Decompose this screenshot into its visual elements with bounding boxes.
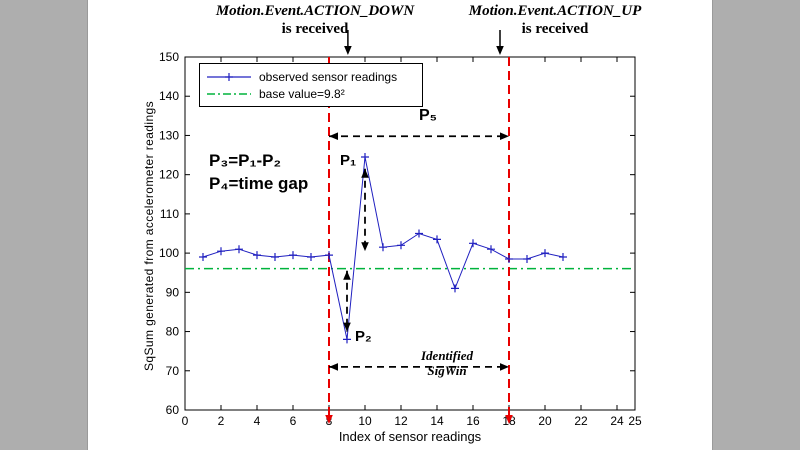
x-tick-label: 24: [610, 414, 624, 428]
y-tick-label: 80: [166, 325, 180, 339]
top-annotation-arrowhead-icon-1: [496, 46, 504, 55]
sigwin-span-arrowhead-icon: [500, 363, 509, 371]
y-tick-label: 110: [160, 207, 179, 221]
y-tick-label: 150: [159, 50, 179, 64]
p2-label: P₂: [355, 328, 372, 345]
action-up-received-text: is received: [521, 21, 589, 37]
y-tick-label: 70: [166, 364, 180, 378]
y-tick-label: 60: [166, 403, 180, 417]
p5-span-arrowhead-icon: [329, 132, 338, 140]
y-tick-label: 100: [159, 246, 179, 260]
sigwin-span-arrowhead-icon: [329, 363, 338, 371]
sigwin-line2: SigWin: [427, 363, 467, 378]
x-axis-label: Index of sensor readings: [338, 429, 482, 444]
legend-item-base-value: base value=9.8²: [206, 87, 416, 101]
p1-label: P₁: [340, 152, 357, 169]
right-gutter: [712, 0, 800, 450]
y-tick-label: 140: [159, 89, 179, 103]
observed-series-plus-markers: [199, 153, 567, 344]
x-tick-label: 16: [466, 414, 480, 428]
sigwin-annotation: Identified SigWin: [400, 348, 494, 378]
p2-depth-arrowhead-icon: [343, 270, 351, 280]
x-tick-label: 6: [290, 414, 297, 428]
y-axis-label: SqSum generated from accelerometer readi…: [142, 101, 156, 371]
left-gutter: [0, 0, 88, 450]
top-annotation-arrowhead-icon-0: [344, 46, 352, 55]
legend-observed-plus-marker-icon: [225, 72, 233, 81]
action-up-marker-line-arrowhead-icon: [505, 415, 513, 424]
p1-height-arrowhead-icon: [361, 168, 369, 178]
x-tick-label: 22: [574, 414, 588, 428]
x-tick-label: 20: [538, 414, 552, 428]
p3-formula: P₃=P₁-P₂: [209, 151, 282, 170]
p4-formula: P₄=time gap: [209, 174, 309, 193]
legend-item-observed: observed sensor readings: [206, 70, 416, 84]
legend-base-label: base value=9.8²: [259, 86, 345, 101]
legend-base-sample-icon: [207, 92, 251, 95]
legend-observed-sample-icon: [207, 72, 251, 81]
p1-height-arrowhead-icon: [361, 242, 369, 252]
x-tick-label: 14: [430, 414, 444, 428]
legend-observed-label: observed sensor readings: [259, 69, 398, 84]
sigwin-line1: Identified: [421, 348, 473, 363]
x-tick-label: 12: [394, 414, 408, 428]
x-tick-label: 0: [182, 414, 189, 428]
action-down-annotation: Motion.Event.ACTION_DOWN is received: [210, 2, 420, 38]
y-tick-label: 90: [166, 285, 180, 299]
x-tick-label: 4: [254, 414, 261, 428]
y-tick-label: 130: [159, 128, 179, 142]
action-up-event-text: Motion.Event.ACTION_UP: [468, 3, 642, 19]
x-tick-label: 2: [218, 414, 225, 428]
action-down-event-text: Motion.Event.ACTION_DOWN: [215, 3, 415, 19]
action-down-received-text: is received: [281, 21, 349, 37]
p2-depth-arrowhead-icon: [343, 322, 351, 332]
y-tick-label: 120: [159, 168, 179, 182]
x-tick-label: 25: [628, 414, 642, 428]
legend: observed sensor readings base value=9.8²: [199, 63, 423, 107]
action-up-annotation: Motion.Event.ACTION_UP is received: [455, 2, 655, 38]
x-tick-label: 10: [358, 414, 372, 428]
plot-frame: [184, 56, 636, 411]
p5-span-arrowhead-icon: [500, 132, 509, 140]
action-down-marker-line-arrowhead-icon: [325, 415, 333, 424]
p5-label: P₅: [419, 107, 438, 124]
p3-p4-formula-block: P₃=P₁-P₂ P₄=time gap: [209, 149, 308, 195]
